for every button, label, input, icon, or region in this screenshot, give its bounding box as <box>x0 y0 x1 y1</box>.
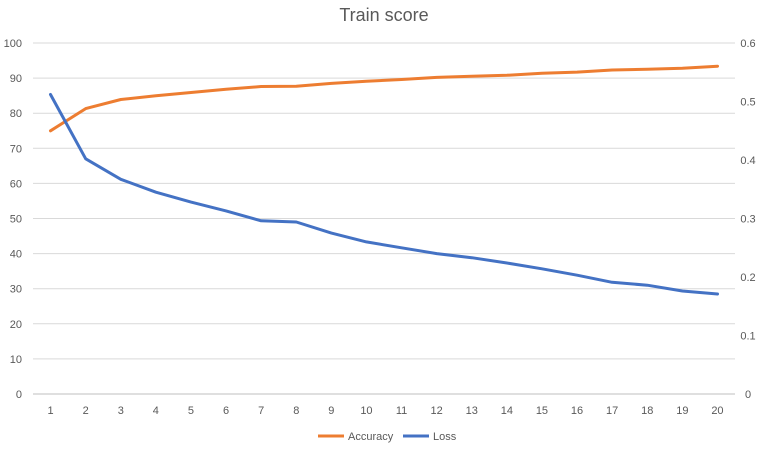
legend: Accuracy Loss <box>318 431 457 443</box>
y-left-tick-label: 0 <box>16 389 22 401</box>
gridlines <box>33 42 735 395</box>
x-tick-label: 11 <box>396 405 407 417</box>
x-tick-label: 13 <box>466 405 478 417</box>
legend-label-accuracy: Accuracy <box>348 431 394 443</box>
x-tick-label: 2 <box>83 405 89 417</box>
y-left-tick-label: 90 <box>10 73 22 85</box>
y-left-tick-label: 50 <box>10 214 22 226</box>
y-left-tick-label: 70 <box>10 143 22 155</box>
x-tick-label: 4 <box>153 405 159 417</box>
legend-label-loss: Loss <box>433 431 457 443</box>
y-left-tick-label: 20 <box>10 319 22 331</box>
x-tick-label: 7 <box>258 405 264 417</box>
x-tick-label: 6 <box>223 405 229 417</box>
y-right-tick-label: 0.5 <box>740 97 755 109</box>
y-right-tick-label: 0.6 <box>740 38 755 50</box>
y-right-tick-label: 0.4 <box>740 155 755 167</box>
chart-title: Train score <box>339 5 428 25</box>
axes: 0 10 20 30 40 50 60 70 80 90 100 0 0.1 0.2 0.3 0.4 0.5 0.… <box>4 38 756 417</box>
x-tick-label: 1 <box>47 405 53 417</box>
x-tick-label: 19 <box>676 405 688 417</box>
x-tick-label: 3 <box>118 405 124 417</box>
x-tick-label: 8 <box>293 405 299 417</box>
x-tick-label: 10 <box>360 405 372 417</box>
x-tick-label: 15 <box>536 405 548 417</box>
x-tick-label: 16 <box>571 405 583 417</box>
y-left-tick-label: 30 <box>10 284 22 296</box>
x-tick-label: 9 <box>328 405 334 417</box>
x-tick-label: 20 <box>711 405 723 417</box>
x-tick-label: 5 <box>188 405 194 417</box>
y-left-tick-label: 10 <box>10 354 22 366</box>
y-right-tick-label: 0.3 <box>740 214 755 226</box>
y-left-tick-label: 100 <box>4 38 22 50</box>
x-tick-label: 17 <box>606 405 618 417</box>
y-right-tick-label: 0.2 <box>740 272 755 284</box>
x-tick-label: 12 <box>431 405 443 417</box>
x-tick-label: 14 <box>501 405 513 417</box>
y-left-tick-label: 80 <box>10 108 22 120</box>
y-right-tick-label: 0 <box>745 389 751 401</box>
series-lines <box>49 64 719 296</box>
series-line-accuracy <box>49 64 719 133</box>
x-tick-label: 18 <box>641 405 653 417</box>
series-line-loss <box>49 93 719 296</box>
y-left-tick-label: 40 <box>10 249 22 261</box>
y-left-tick-label: 60 <box>10 178 22 190</box>
y-right-tick-label: 0.1 <box>740 331 755 343</box>
